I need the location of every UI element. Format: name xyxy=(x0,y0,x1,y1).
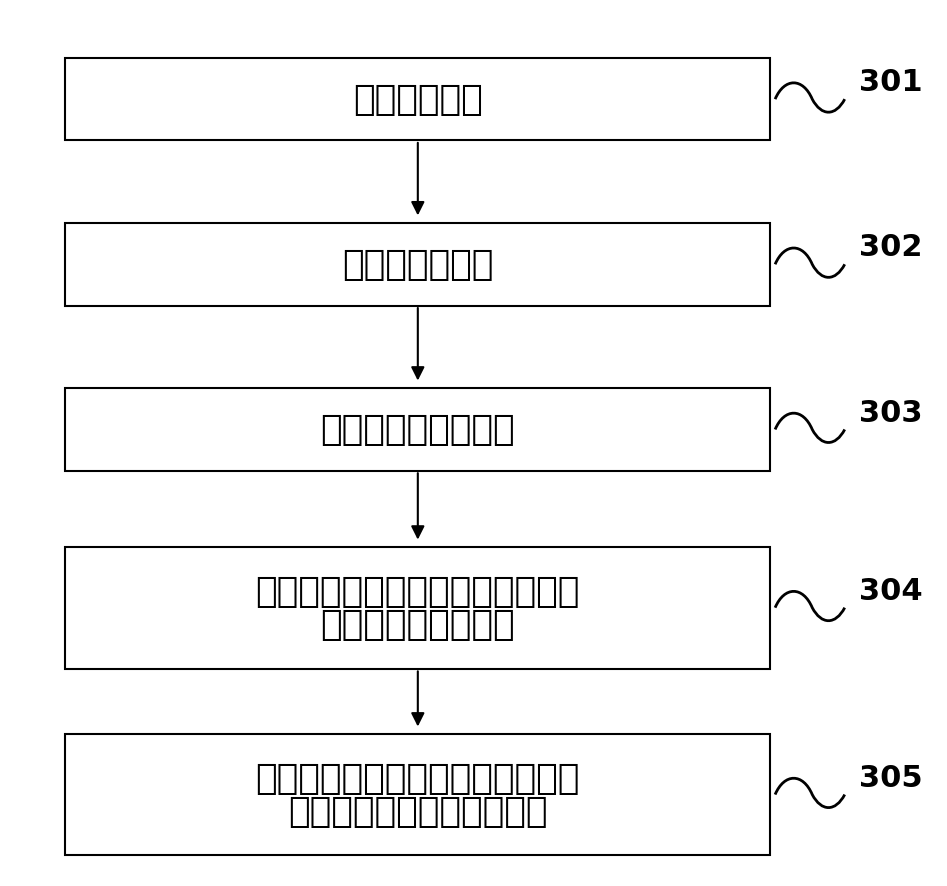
Text: 305: 305 xyxy=(859,763,922,792)
FancyBboxPatch shape xyxy=(65,548,771,669)
Text: 运行流量计测试工艺: 运行流量计测试工艺 xyxy=(320,413,515,447)
FancyBboxPatch shape xyxy=(65,58,771,141)
Text: 处理数据，归一化炉管漏率影响，: 处理数据，归一化炉管漏率影响， xyxy=(256,761,580,795)
Text: 达到指定压力的时间: 达到指定压力的时间 xyxy=(320,608,515,641)
FancyBboxPatch shape xyxy=(65,734,771,856)
Text: 302: 302 xyxy=(859,233,922,262)
Text: 304: 304 xyxy=(859,576,922,605)
FancyBboxPatch shape xyxy=(65,389,771,471)
Text: 炉管漏率测试: 炉管漏率测试 xyxy=(353,83,483,117)
Text: 生成图表，找出异常流量计: 生成图表，找出异常流量计 xyxy=(288,794,547,828)
FancyBboxPatch shape xyxy=(65,224,771,307)
Text: 各气路漏率测试: 各气路漏率测试 xyxy=(342,248,493,282)
Text: 查看工艺运行记录，抄录各流量计: 查看工艺运行记录，抄录各流量计 xyxy=(256,574,580,609)
Text: 303: 303 xyxy=(859,398,922,427)
Text: 301: 301 xyxy=(859,68,922,97)
